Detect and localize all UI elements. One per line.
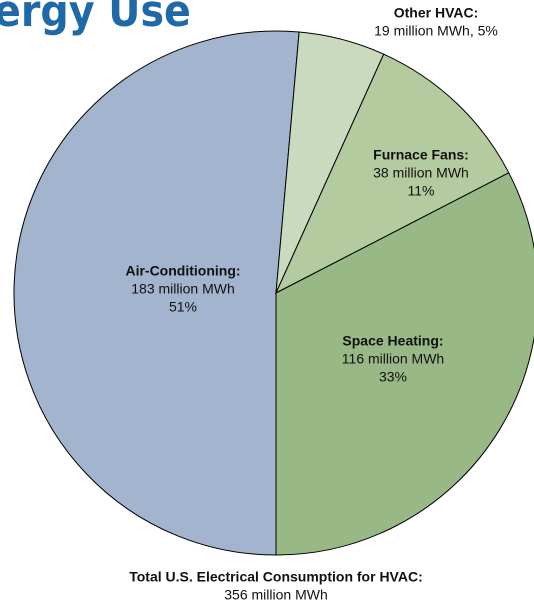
value-label: 183 million MWh <box>131 281 234 297</box>
share-label: 11% <box>408 183 435 199</box>
value-label: 116 million MWh <box>342 351 444 367</box>
pie-slice <box>13 30 300 556</box>
value-label: 38 million MWh <box>373 165 469 181</box>
slices <box>13 30 534 556</box>
slice-name: Space Heating: <box>342 333 443 349</box>
chart-title: ergy Use <box>0 0 191 37</box>
total-value-label: 356 million MWh <box>224 587 327 603</box>
slice-name: Air-Conditioning: <box>125 263 240 279</box>
pie-slice <box>275 172 534 556</box>
share-label: 33% <box>379 369 407 385</box>
value-label: 19 million MWh, 5% <box>374 23 498 39</box>
slice-name: Furnace Fans: <box>373 147 469 163</box>
pie-slice <box>274 53 510 295</box>
slice-name: Other HVAC: <box>394 5 479 21</box>
share-label: 51% <box>169 299 197 315</box>
total-label: Total U.S. Electrical Consumption for HV… <box>129 569 423 585</box>
